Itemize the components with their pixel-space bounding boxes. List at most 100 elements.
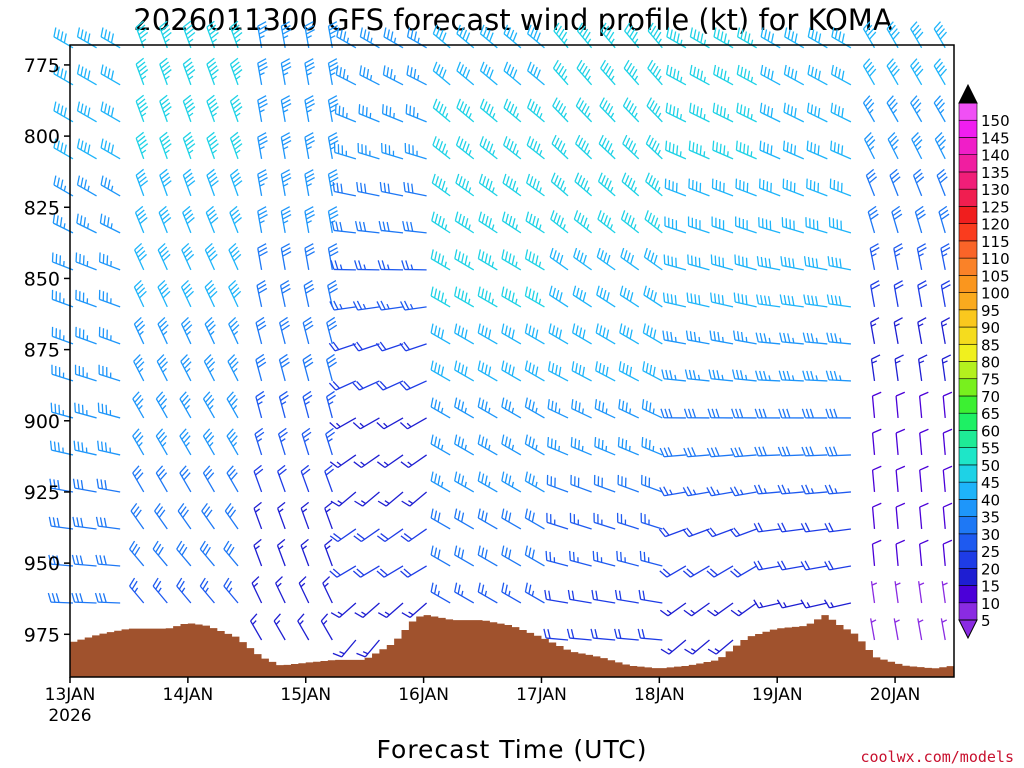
colorbar-swatch: [958, 240, 978, 259]
colorbar-swatch: [958, 395, 978, 414]
wind-barb: [181, 242, 195, 271]
wind-barb: [75, 326, 97, 345]
wind-barb: [478, 173, 498, 197]
wind-barb: [830, 140, 852, 160]
colorbar-swatch: [958, 361, 978, 380]
wind-barb: [895, 391, 906, 418]
wind-barb: [524, 286, 545, 308]
wind-barb: [778, 370, 804, 382]
terrain-fill: [70, 615, 954, 677]
wind-barb: [100, 27, 121, 49]
wind-barb: [353, 454, 380, 469]
wind-barb: [760, 27, 781, 49]
wind-barb: [503, 98, 522, 123]
x-tick-label: 15JAN: [280, 685, 331, 705]
wind-barb: [940, 243, 951, 271]
y-tick-label: 825: [24, 197, 60, 219]
colorbar-label: 85: [981, 336, 1000, 354]
wind-barb: [572, 285, 592, 308]
wind-barb: [229, 57, 243, 86]
colorbar-label: 15: [981, 578, 1000, 596]
colorbar-swatch: [958, 206, 978, 224]
wind-barb: [326, 316, 338, 345]
y-axis: 775 800 825 850 875 900 925 950 975: [24, 55, 70, 646]
wind-barb: [639, 550, 663, 567]
wind-barb: [824, 484, 851, 495]
wind-barb: [94, 592, 121, 604]
wind-barbs-layer: [47, 20, 953, 658]
wind-barb: [304, 206, 315, 234]
wind-barb: [549, 247, 569, 271]
wind-barb: [571, 399, 592, 419]
wind-barb: [662, 292, 687, 308]
wind-barb: [917, 618, 924, 641]
wind-barb: [689, 64, 710, 86]
wind-barb: [180, 354, 192, 382]
wind-barb: [95, 554, 121, 567]
wind-barb: [730, 565, 757, 578]
wind-barb: [203, 354, 216, 382]
colorbar-label: 90: [981, 319, 1000, 337]
wind-barb: [543, 628, 569, 641]
wind-barb: [257, 95, 268, 122]
wind-barb: [304, 21, 315, 48]
y-tick-label: 925: [24, 482, 60, 504]
wind-barb: [665, 102, 687, 123]
wind-barb: [378, 221, 404, 234]
wind-barb: [641, 474, 663, 493]
wind-barb: [327, 243, 339, 271]
wind-barb: [375, 341, 404, 352]
wind-barb: [400, 528, 427, 543]
wind-barb: [100, 64, 121, 86]
wind-barb: [76, 27, 97, 49]
wind-barb: [376, 565, 404, 578]
wind-barb: [477, 323, 498, 345]
wind-barb: [910, 21, 924, 49]
colorbar-label: 30: [981, 526, 1000, 544]
wind-barb: [357, 143, 380, 160]
wind-barb: [753, 599, 781, 609]
wind-barb: [430, 249, 451, 271]
colorbar-swatch: [958, 102, 978, 121]
wind-barb: [229, 168, 243, 197]
wind-barb: [403, 181, 427, 197]
wind-barb: [590, 628, 616, 641]
wind-barb: [756, 256, 781, 271]
wind-barb: [277, 501, 286, 530]
wind-barb: [919, 465, 929, 493]
plot-frame: [69, 44, 955, 678]
wind-barb: [431, 173, 451, 197]
wind-barb: [893, 317, 903, 345]
wind-barb: [570, 474, 592, 493]
wind-barb: [376, 380, 404, 391]
wind-barb: [871, 428, 882, 456]
colorbar-label: 5: [981, 612, 991, 630]
wind-barb: [430, 360, 451, 382]
wind-barb: [377, 602, 404, 619]
wind-barb: [76, 64, 97, 86]
colorbar-swatch: [958, 533, 978, 552]
x-tick-label: 18JAN: [634, 685, 685, 705]
wind-barb: [204, 242, 218, 271]
wind-barb: [616, 512, 639, 530]
wind-barb: [547, 361, 569, 382]
wind-barb: [895, 465, 906, 493]
wind-barb: [524, 323, 545, 345]
wind-barb: [454, 211, 475, 234]
wind-barb: [711, 216, 734, 234]
wind-barb: [941, 581, 948, 604]
wind-barb: [202, 465, 216, 493]
wind-barb: [942, 428, 953, 456]
wind-barb: [405, 104, 427, 123]
wind-barb: [647, 22, 663, 49]
wind-barb: [527, 98, 545, 123]
wind-barb: [663, 254, 687, 271]
wind-barb: [503, 136, 522, 160]
wind-barb: [376, 417, 404, 430]
wind-barb: [454, 471, 475, 493]
wind-barb: [637, 628, 663, 641]
wind-barb: [641, 399, 663, 419]
wind-barb: [524, 249, 545, 271]
wind-barb: [807, 64, 828, 86]
wind-barb: [354, 491, 380, 507]
